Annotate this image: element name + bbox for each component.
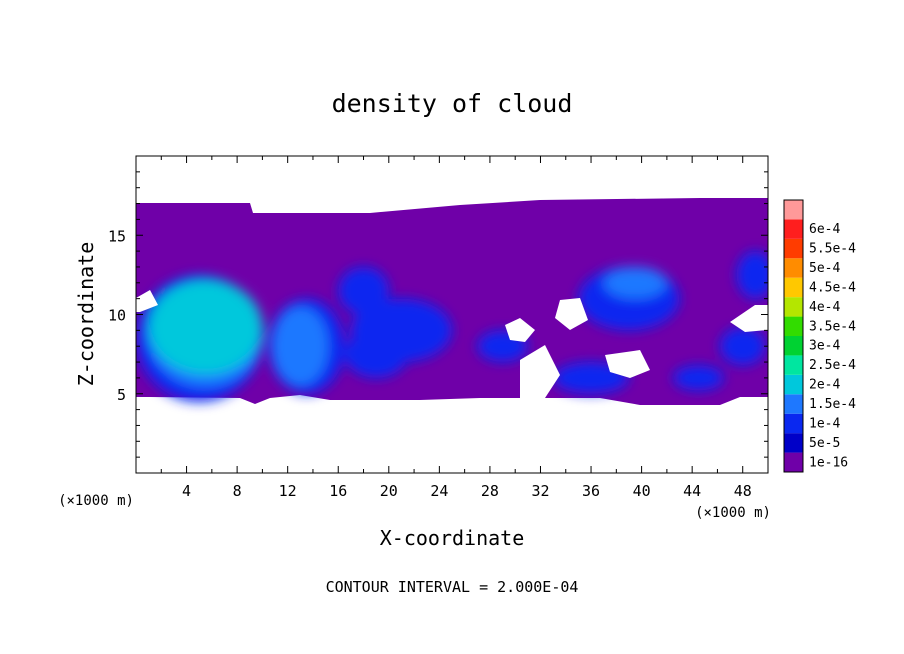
colorbar-swatch	[784, 238, 803, 259]
colorbar-swatch	[784, 258, 803, 278]
colorbar-label: 1.5e-4	[809, 397, 856, 412]
x-tick-label: 12	[279, 482, 297, 500]
gap-center	[505, 318, 535, 342]
plot-area	[136, 156, 768, 473]
cloud-cell-14	[148, 279, 263, 375]
x-tick-label: 4	[182, 482, 191, 500]
x-tick-label: 48	[734, 482, 752, 500]
y-axis-label: Z-coordinate	[74, 242, 98, 387]
x-tick-label: 44	[683, 482, 701, 500]
cloud-cell-12	[272, 306, 329, 386]
colorbar-label: 1e-4	[809, 416, 840, 431]
cloud-cell-2	[338, 266, 389, 315]
colorbar: 1e-16 5e-5 1e-4 1.5e-4 2e-4 2.5e-4 3e-4 3.5e-4 4…	[783, 199, 856, 473]
cloud-cell-8	[673, 365, 724, 391]
colorbar-swatch	[784, 336, 803, 356]
colorbar-label: 5e-5	[809, 436, 840, 451]
colorbar-swatch	[784, 374, 803, 395]
x-tick-label: 40	[633, 482, 651, 500]
y-tick-label: 10	[108, 307, 126, 325]
y-axis-ticks: 5 10 15	[108, 171, 768, 458]
cloud-cell-4	[344, 330, 408, 378]
colorbar-label: 2.5e-4	[809, 358, 856, 373]
cloud-cell-13	[603, 266, 667, 299]
colorbar-label: 2e-4	[809, 378, 840, 393]
colorbar-swatch	[784, 433, 803, 453]
chart-title: density of cloud	[332, 89, 573, 118]
colorbar-label: 5.5e-4	[809, 242, 856, 257]
colorbar-swatch	[784, 277, 803, 298]
x-unit-label-right: (×1000 m)	[695, 505, 771, 521]
y-tick-label: 15	[108, 227, 126, 245]
colorbar-label: 4.5e-4	[809, 280, 856, 295]
colorbar-label: 3.5e-4	[809, 319, 856, 334]
colorbar-swatch	[784, 355, 803, 375]
colorbar-frame	[783, 199, 804, 473]
gap-center-right	[555, 298, 588, 330]
x-axis-ticks: 4 8 12 16 20 24 28 32 36 40 44 48	[160, 156, 752, 500]
gap-center-lower	[520, 345, 560, 398]
gap-right	[730, 305, 768, 332]
colorbar-swatch	[784, 200, 803, 220]
x-tick-label: 8	[233, 482, 242, 500]
gap-left	[136, 290, 158, 312]
y-tick-label: 5	[117, 386, 126, 404]
cloud-cell-10	[736, 251, 768, 299]
colorbar-label: 4e-4	[809, 300, 840, 315]
colorbar-label: 3e-4	[809, 339, 840, 354]
colorbar-label: 5e-4	[809, 261, 840, 276]
x-tick-label: 36	[582, 482, 600, 500]
colorbar-swatch	[784, 316, 803, 336]
contour-interval-note: CONTOUR INTERVAL = 2.000E-04	[326, 578, 579, 596]
colorbar-label: 1e-16	[809, 455, 848, 470]
colorbar-swatch	[784, 297, 803, 317]
x-tick-label: 28	[481, 482, 499, 500]
colorbar-swatch	[784, 394, 803, 414]
cloud-cell-9	[719, 327, 766, 366]
colorbar-label: 6e-4	[809, 222, 840, 237]
colorbar-swatch	[784, 413, 803, 434]
x-tick-label: 32	[531, 482, 549, 500]
colorbar-swatch	[784, 219, 803, 239]
x-unit-label-left: (×1000 m)	[58, 493, 134, 509]
x-tick-label: 24	[430, 482, 448, 500]
colorbar-swatch	[784, 452, 803, 472]
gap-right-lower	[605, 350, 650, 378]
x-tick-label: 20	[380, 482, 398, 500]
x-axis-label: X-coordinate	[380, 526, 525, 550]
clear-air-gaps	[136, 290, 768, 398]
x-tick-label: 16	[329, 482, 347, 500]
